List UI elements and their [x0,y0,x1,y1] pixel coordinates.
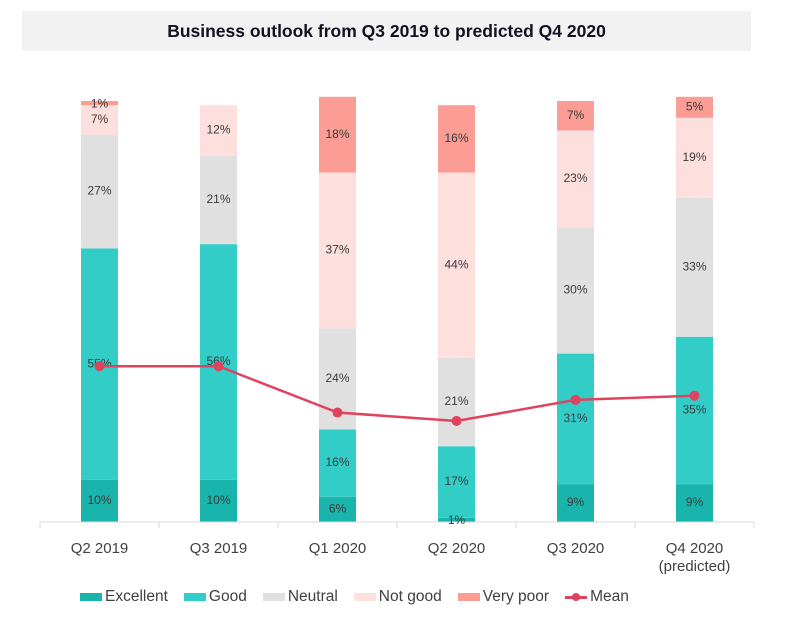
x-tick-label: Q4 2020 [666,540,724,557]
mean-point [451,415,462,426]
data-label-very-poor: 7% [567,108,585,122]
bar-segment-good [557,353,594,485]
bar-segment-very-poor [676,96,713,118]
bar-segment-very-poor [81,101,118,106]
legend: Excellent Good Neutral Not good Very poo… [80,588,645,606]
mean-line [99,364,695,423]
segment-labels: 10%55%27%7%1%10%56%21%12%6%16%24%37%18%1… [87,96,706,527]
bar-segment-not-good [438,172,475,358]
legend-label-excellent: Excellent [105,588,168,605]
x-tick-label-line2: (predicted) [659,558,731,575]
data-label-not-good: 23% [563,171,587,185]
bar-segment-neutral [438,357,475,447]
legend-label-neutral: Neutral [287,588,338,605]
bar-segment-neutral [81,134,118,249]
bar-segment-not-good [319,172,356,329]
data-label-excellent: 9% [686,495,704,509]
x-tick-label: Q3 2019 [190,540,248,557]
data-label-neutral: 21% [444,394,468,408]
data-label-good: 35% [682,403,706,417]
mean-point [94,361,105,372]
data-label-excellent: 10% [206,493,230,507]
bar-segment-excellent [81,479,118,522]
legend-swatch-excellent [80,593,102,601]
data-label-neutral: 27% [87,184,111,198]
data-label-neutral: 24% [325,371,349,385]
bar-segment-not-good [81,105,118,135]
legend-swatch-very-poor [457,593,480,601]
mean-line-group [94,361,700,426]
data-label-excellent: 6% [329,502,347,516]
bar-segment-good [676,336,713,485]
legend-swatch-not-good [353,593,376,601]
bar-segment-neutral [676,197,713,337]
bar-segment-neutral [557,227,594,354]
x-tick-label: Q2 2019 [71,540,129,557]
bar-segment-good [438,446,475,518]
legend-swatch-good [183,593,206,601]
data-label-excellent: 10% [87,493,111,507]
category-labels: Q2 2019 Q3 2019 Q1 2020 Q2 2020 Q3 2020 Q4 20… [71,540,731,575]
data-label-good: 56% [206,354,230,368]
bar-segment-not-good [557,130,594,228]
mean-point [213,361,224,372]
legend-swatch-neutral [262,593,285,601]
bar-segment-very-poor [438,105,475,173]
bar-segment-very-poor [557,101,594,131]
bar-segment-very-poor [319,96,356,173]
bar-segment-excellent [438,517,475,522]
legend-label-good: Good [208,588,247,605]
legend-item-good: Good [183,588,247,606]
data-label-very-poor: 16% [444,131,468,145]
bar-segment-excellent [319,496,356,522]
data-label-neutral: 33% [682,259,706,273]
mean-point [332,407,343,418]
data-label-not-good: 19% [682,150,706,164]
bars-group [81,96,713,522]
data-label-good: 31% [563,411,587,425]
legend-label-not-good: Not good [378,588,442,605]
legend-swatch-mean [565,591,588,603]
legend-item-neutral: Neutral [262,588,338,606]
legend-item-very-poor: Very poor [457,588,550,606]
x-tick-label: Q3 2020 [547,540,605,557]
data-label-neutral: 30% [563,283,587,297]
data-label-good: 17% [444,474,468,488]
legend-label-mean: Mean [590,588,629,605]
legend-item-not-good: Not good [353,588,442,606]
bar-segment-neutral [200,155,237,245]
data-label-not-good: 44% [444,257,468,271]
x-tick-label: Q2 2020 [428,540,486,557]
legend-item-excellent: Excellent [80,588,168,606]
bar-segment-not-good [200,105,237,156]
data-label-very-poor: 18% [325,127,349,141]
data-label-not-good: 37% [325,243,349,257]
bar-segment-excellent [557,484,594,522]
x-axis-ticks [39,522,755,528]
chart-title-box: Business outlook from Q3 2019 to predict… [22,11,751,51]
data-label-very-poor: 1% [91,96,109,110]
data-label-excellent: 1% [448,513,466,527]
data-label-excellent: 9% [567,495,585,509]
data-label-not-good: 12% [206,123,230,137]
x-tick-label: Q1 2020 [309,540,367,557]
bar-segment-excellent [200,479,237,522]
mean-point [689,390,700,401]
legend-label-very-poor: Very poor [482,588,550,605]
data-label-not-good: 7% [91,112,109,126]
data-label-neutral: 21% [206,192,230,206]
bar-segment-not-good [676,117,713,198]
legend-item-mean: Mean [565,588,629,606]
data-label-good: 16% [325,455,349,469]
data-label-very-poor: 5% [686,99,704,113]
chart-title: Business outlook from Q3 2019 to predict… [167,20,606,41]
bar-segment-excellent [676,484,713,522]
mean-point [570,394,581,405]
bar-segment-good [319,429,356,497]
